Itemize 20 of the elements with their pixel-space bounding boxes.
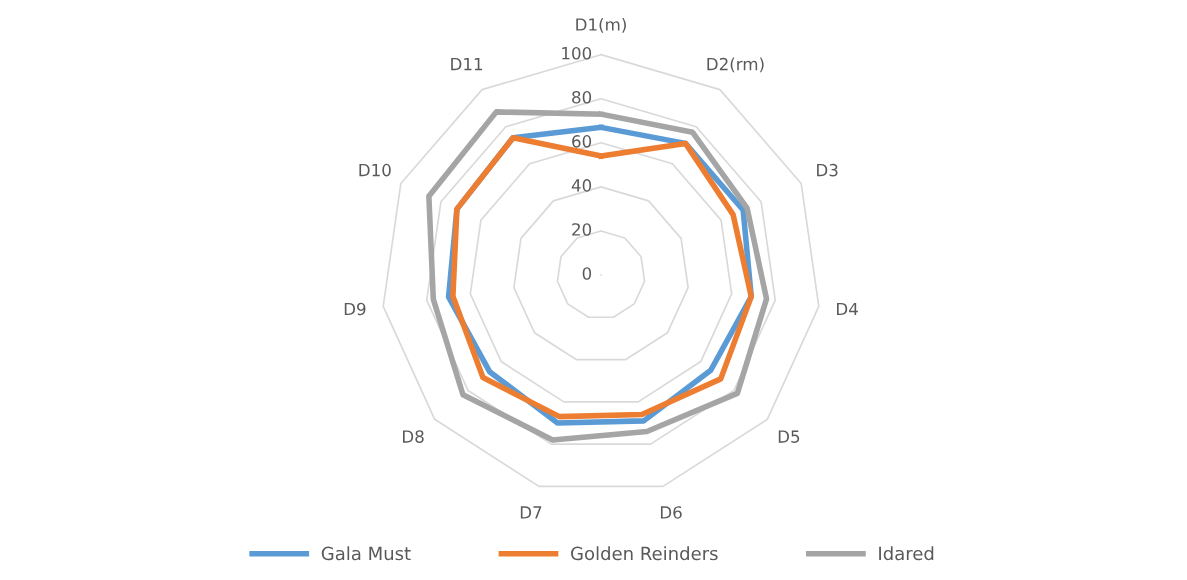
y-tick-label: 40 <box>571 179 592 192</box>
spoke-label: D2(rm) <box>707 57 764 73</box>
legend-label: Idared <box>879 546 934 561</box>
spoke-label: D3 <box>817 163 838 177</box>
legend-label: Golden Reinders <box>571 546 718 561</box>
spoke-label: D5 <box>778 430 800 443</box>
y-tick-label: 0 <box>582 267 592 280</box>
spoke-label: D10 <box>359 163 391 177</box>
spoke-label: D8 <box>403 430 424 443</box>
y-tick-label: 100 <box>562 46 592 60</box>
spoke-label: D4 <box>837 302 858 316</box>
y-tick-label: 80 <box>572 90 592 104</box>
legend-label: Gala Must <box>321 546 411 561</box>
spoke-label: D6 <box>660 506 682 519</box>
y-tick-label: 20 <box>572 223 592 236</box>
spoke-label: D11 <box>451 57 483 71</box>
spoke-label: D1(m) <box>576 17 626 33</box>
spoke-label: D7 <box>520 506 542 519</box>
y-tick-label: 60 <box>572 135 592 148</box>
spoke-label: D9 <box>344 302 366 316</box>
